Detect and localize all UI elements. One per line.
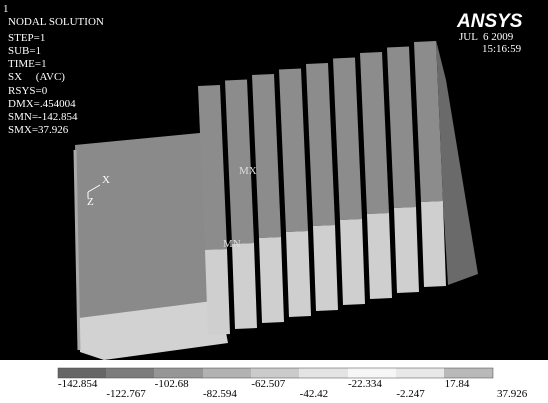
legend-label: -62.507 bbox=[251, 378, 285, 390]
info-line: DMX=.454004 bbox=[8, 98, 76, 110]
legend-label: 17.84 bbox=[445, 378, 470, 390]
legend-label: -82.594 bbox=[203, 388, 237, 400]
axis-x-label: X bbox=[102, 174, 110, 186]
legend-label: -22.334 bbox=[348, 378, 382, 390]
info-line: STEP=1 bbox=[8, 32, 45, 44]
model-block bbox=[75, 132, 220, 330]
info-line: SMN=-142.854 bbox=[8, 111, 78, 123]
max-label: MX bbox=[239, 165, 257, 177]
info-line: SUB=1 bbox=[8, 45, 41, 57]
ansys-window: 1 NODAL SOLUTION STEP=1SUB=1TIME=1SX (AVC… bbox=[0, 0, 548, 403]
date: JUL 6 2009 bbox=[459, 31, 514, 43]
min-label: MN bbox=[223, 238, 241, 250]
legend-label: -102.68 bbox=[155, 378, 189, 390]
info-line: SX (AVC) bbox=[8, 71, 65, 83]
info-line: RSYS=0 bbox=[8, 85, 48, 97]
legend-label: -142.854 bbox=[58, 378, 98, 390]
window-number: 1 bbox=[3, 3, 9, 15]
ansys-logo: ANSYS bbox=[456, 11, 523, 32]
info-line: NODAL SOLUTION bbox=[8, 16, 104, 28]
time: 15:16:59 bbox=[482, 43, 522, 55]
legend-label: 37.926 bbox=[497, 388, 528, 400]
legend-label: -122.767 bbox=[106, 388, 146, 400]
legend-bar bbox=[58, 368, 493, 378]
info-line: SMX=37.926 bbox=[8, 124, 69, 136]
legend-label: -42.42 bbox=[300, 388, 328, 400]
axis-z-label: Z bbox=[87, 196, 94, 208]
info-line: TIME=1 bbox=[8, 58, 47, 70]
legend-label: -2.247 bbox=[396, 388, 425, 400]
